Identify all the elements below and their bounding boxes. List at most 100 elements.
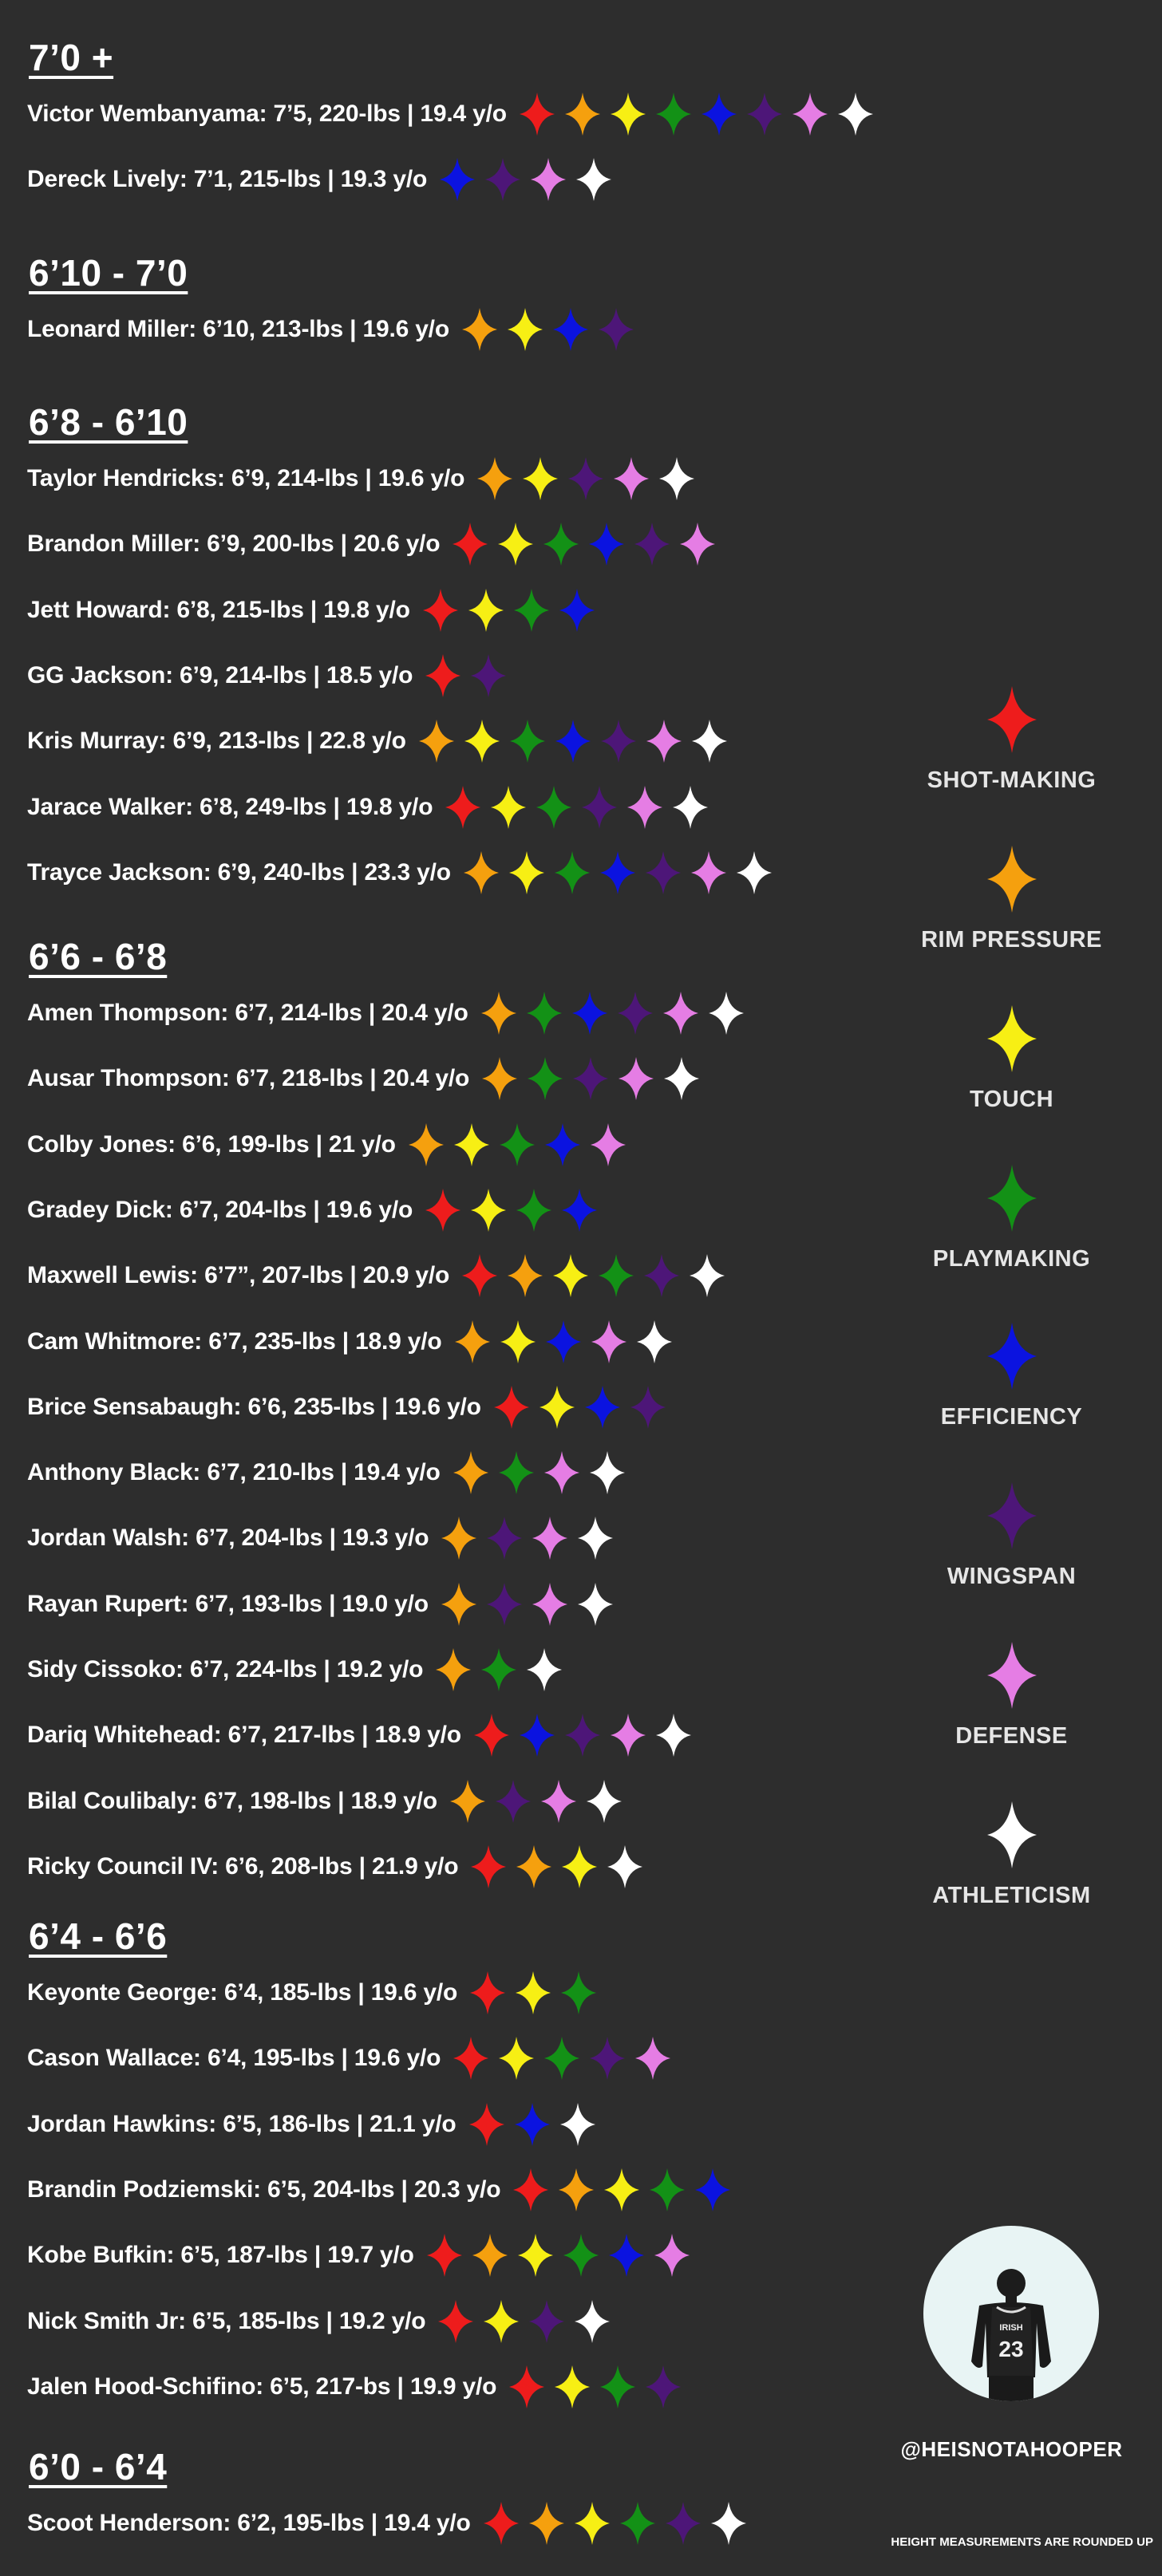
defense-star-icon (531, 158, 567, 202)
athleticism-star-icon (664, 1057, 700, 1101)
athleticism-star-icon (655, 1714, 691, 1757)
legend-label: EFFICIENCY (940, 1404, 1083, 1430)
player-info: Jalen Hood-Schifino: 6’5, 217-bs | 19.9 … (27, 2373, 497, 2400)
athleticism-star-icon (636, 1320, 672, 1363)
player-row: Jett Howard: 6’8, 215-lbs | 19.8 y/o (27, 587, 605, 633)
wingspan-star-icon (487, 1517, 523, 1560)
shot-making-star-icon (438, 2299, 474, 2343)
section-title: 6’8 - 6’10 (29, 401, 188, 443)
player-row: Jordan Hawkins: 6’5, 186-lbs | 21.1 y/o (27, 2101, 606, 2148)
touch-star-icon (508, 850, 544, 894)
defense-star-icon (543, 1451, 579, 1495)
player-row: Taylor Hendricks: 6’9, 214-lbs | 19.6 y/… (27, 456, 705, 502)
legend-label: SHOT-MAKING (927, 767, 1097, 793)
skill-stars (422, 588, 605, 632)
skill-stars (471, 1844, 653, 1888)
section-title: 6’10 - 7’0 (29, 252, 188, 294)
playmaking-star-icon (563, 2234, 599, 2278)
skill-stars (441, 1517, 623, 1560)
player-info: Leonard Miller: 6’10, 213-lbs | 19.6 y/o (27, 316, 449, 342)
player-info: Maxwell Lewis: 6’7”, 207-lbs | 20.9 y/o (27, 1262, 450, 1289)
player-row: Trayce Jackson: 6’9, 240-lbs | 23.3 y/o (27, 850, 782, 896)
shot-making-star-icon (462, 1254, 498, 1298)
playmaking-star-icon (536, 785, 572, 829)
athleticism-star-icon (690, 1254, 725, 1298)
defense-star-icon (532, 1517, 568, 1560)
skill-stars (480, 992, 754, 1035)
efficiency-star-icon (695, 2168, 731, 2211)
skill-stars (513, 2168, 741, 2211)
wingspan-star-icon (746, 93, 782, 136)
playmaking-star-icon (499, 1122, 535, 1166)
touch-star-icon (562, 1844, 598, 1888)
section-title: 6’4 - 6’6 (29, 1915, 168, 1957)
skill-stars (449, 1779, 632, 1823)
skill-stars (445, 785, 718, 829)
wingspan-star-icon (564, 1714, 600, 1757)
wingspan-star-icon (529, 2299, 565, 2343)
touch-star-icon (453, 1122, 489, 1166)
playmaking-star-icon (554, 850, 590, 894)
player-info: Jordan Hawkins: 6’5, 186-lbs | 21.1 y/o (27, 2110, 457, 2137)
defense-star-icon (627, 785, 663, 829)
playmaking-star-icon (650, 2168, 686, 2211)
skill-stars (425, 1188, 607, 1232)
skill-stars (425, 653, 516, 697)
shot-making-star-icon (445, 785, 481, 829)
athleticism-star-icon (708, 992, 744, 1035)
player-info: Colby Jones: 6’6, 199-lbs | 21 y/o (27, 1130, 396, 1158)
efficiency-star-icon (701, 93, 737, 136)
wingspan-star-icon (486, 1582, 522, 1626)
defense-star-icon (986, 1642, 1037, 1709)
touch-star-icon (517, 2234, 553, 2278)
player-row: Brandin Podziemski: 6’5, 204-lbs | 20.3 … (27, 2167, 741, 2213)
defense-star-icon (610, 1714, 646, 1757)
rim-pressure-star-icon (516, 1844, 552, 1888)
legend-item-wingspan: WINGSPAN (902, 1482, 1121, 1590)
legend-label: TOUCH (969, 1087, 1054, 1112)
shot-making-star-icon (425, 1188, 461, 1232)
rim-pressure-star-icon (441, 1582, 476, 1626)
wingspan-star-icon (485, 158, 521, 202)
wingspan-star-icon (630, 1385, 666, 1429)
touch-star-icon (523, 457, 559, 500)
defense-star-icon (614, 457, 650, 500)
skill-stars (408, 1122, 636, 1166)
player-info: Rayan Rupert: 6’7, 193-lbs | 19.0 y/o (27, 1590, 429, 1617)
defense-star-icon (654, 2234, 690, 2278)
wingspan-star-icon (582, 785, 618, 829)
legend-item-efficiency: EFFICIENCY (902, 1323, 1121, 1430)
player-info: Brice Sensabaugh: 6’6, 235-lbs | 19.6 y/… (27, 1393, 481, 1420)
efficiency-star-icon (589, 523, 625, 566)
touch-star-icon (610, 93, 646, 136)
wingspan-star-icon (634, 523, 670, 566)
athleticism-star-icon (576, 158, 612, 202)
athleticism-star-icon (659, 457, 695, 500)
legend-item-playmaking: PLAYMAKING (902, 1165, 1121, 1272)
playmaking-star-icon (526, 992, 562, 1035)
playmaking-star-icon (498, 1451, 534, 1495)
player-row: Nick Smith Jr: 6’5, 185-lbs | 19.2 y/o (27, 2298, 620, 2345)
rim-pressure-star-icon (408, 1122, 444, 1166)
shot-making-star-icon (473, 1714, 509, 1757)
athleticism-star-icon (673, 785, 709, 829)
playmaking-star-icon (655, 93, 691, 136)
player-info: Taylor Hendricks: 6’9, 214-lbs | 19.6 y/… (27, 465, 465, 491)
wingspan-star-icon (495, 1779, 531, 1823)
shot-making-star-icon (453, 2037, 489, 2081)
shot-making-star-icon (519, 93, 555, 136)
efficiency-star-icon (986, 1323, 1037, 1390)
playmaking-star-icon (528, 1057, 563, 1101)
player-row: Jarace Walker: 6’8, 249-lbs | 19.8 y/o (27, 784, 718, 830)
athleticism-star-icon (527, 1648, 563, 1691)
player-silhouette-icon: IRISH 23 (971, 2269, 1051, 2401)
rim-pressure-star-icon (482, 1057, 518, 1101)
defense-star-icon (590, 1122, 626, 1166)
player-row: Anthony Black: 6’7, 210-lbs | 19.4 y/o (27, 1450, 635, 1496)
skill-stars (441, 1582, 623, 1626)
efficiency-star-icon (552, 308, 588, 351)
rim-pressure-star-icon (453, 1451, 488, 1495)
legend-label: RIM PRESSURE (921, 927, 1102, 953)
player-row: GG Jackson: 6’9, 214-lbs | 18.5 y/o (27, 653, 516, 699)
avatar: IRISH 23 (923, 2226, 1099, 2401)
